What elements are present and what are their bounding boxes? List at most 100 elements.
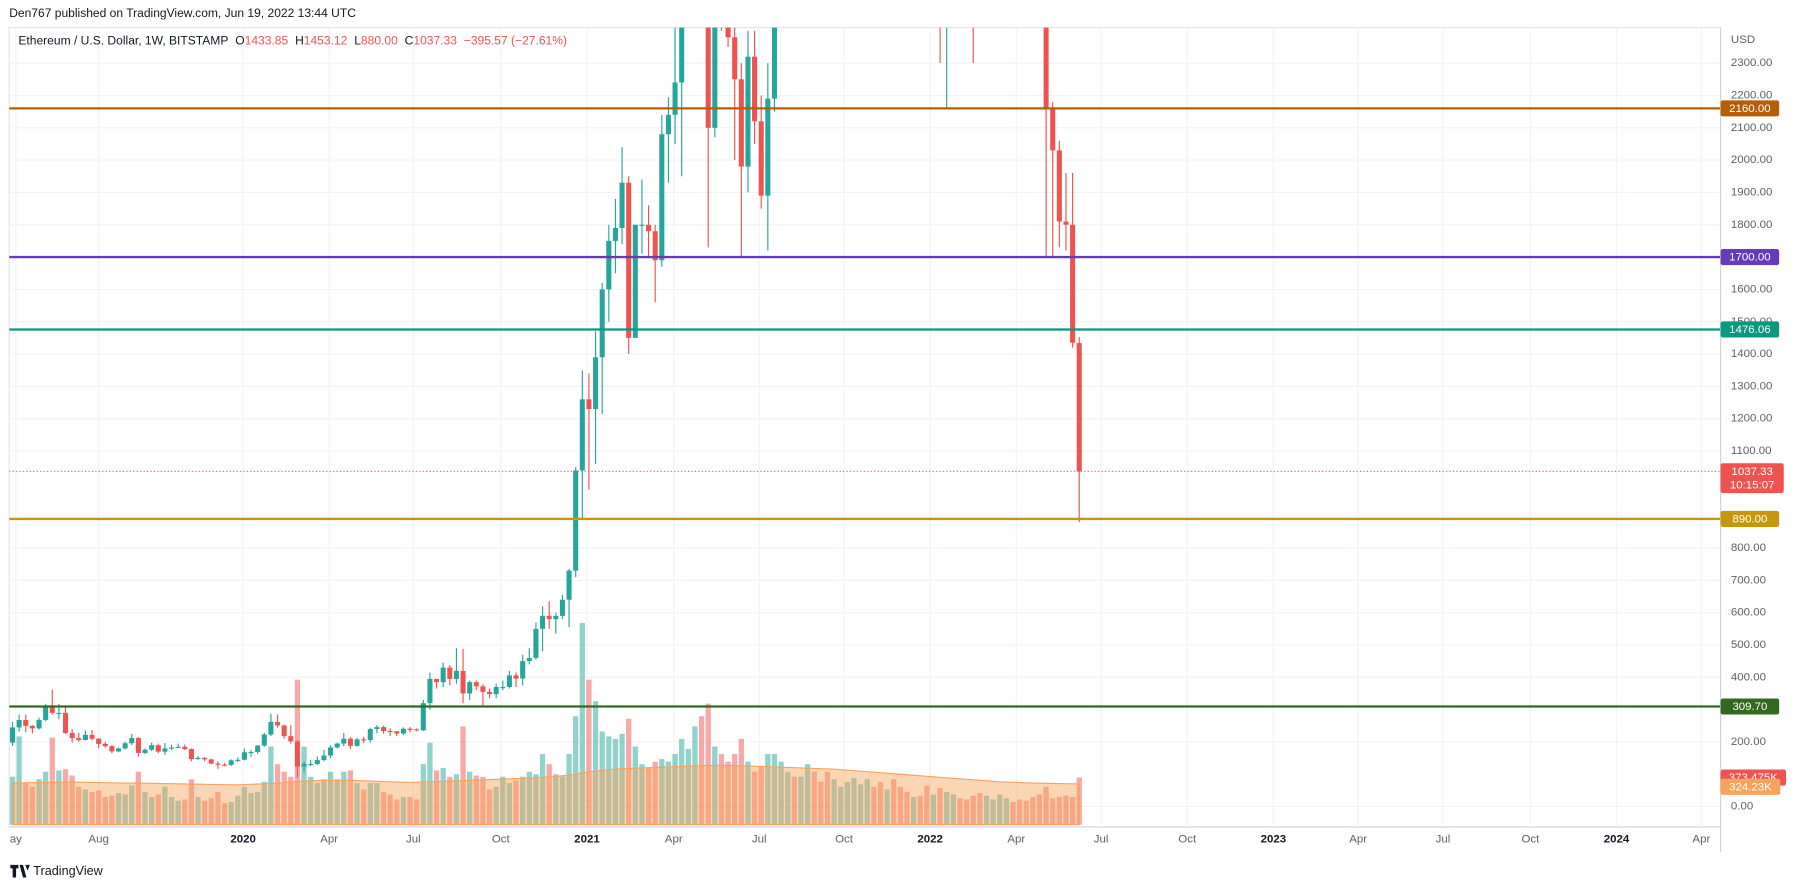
volume-bar [910, 796, 917, 825]
ohlc-value: 1453.12 [304, 34, 348, 48]
candle-body [347, 738, 353, 746]
volume-bar [745, 761, 751, 825]
symbol-title: Ethereum / U.S. Dollar, 1W, BITSTAMP [18, 34, 228, 48]
volume-bar [235, 795, 241, 825]
volume-bar [89, 791, 95, 825]
candle-body [202, 757, 208, 760]
volume-bar [804, 764, 811, 825]
volume-bar [195, 796, 201, 825]
y-tick-label: 2200.00 [1731, 89, 1772, 101]
volume-bar [725, 761, 731, 825]
ohlc-key: H [295, 34, 304, 48]
candle-body [559, 599, 565, 616]
volume-bar [632, 746, 638, 825]
level-label-box [1720, 100, 1780, 117]
volume-bar [82, 789, 89, 825]
candle-body [659, 134, 665, 261]
volume-bar [228, 801, 234, 825]
volume-bar [579, 622, 585, 825]
candle-body [36, 719, 42, 729]
volume-bar [599, 731, 605, 825]
volume-bar [738, 738, 744, 825]
legend: Ethereum / U.S. Dollar, 1W, BITSTAMP O143… [18, 34, 567, 48]
x-tick-label: Oct [835, 834, 854, 846]
candle-body [619, 182, 625, 228]
candle-body [162, 748, 168, 752]
volume-bar [957, 798, 963, 825]
candle-body [381, 727, 387, 731]
y-tick-label: 2300.00 [1731, 57, 1772, 69]
candle-body [639, 224, 645, 226]
volume-bar [612, 738, 619, 825]
candle-body [394, 731, 400, 734]
volume-bar [877, 781, 884, 825]
volume-bar [963, 799, 970, 825]
volume-bar [380, 791, 387, 825]
volume-bar [493, 786, 499, 825]
candle-body [135, 738, 141, 753]
volume-bar [824, 771, 831, 825]
volume-bar [175, 800, 181, 825]
candle-body [612, 227, 618, 241]
volume-bar [718, 754, 725, 825]
x-tick-label: Jul [1436, 834, 1451, 846]
ohlc-value: 1037.33 [413, 34, 457, 48]
y-tick-label: 1900.00 [1731, 186, 1772, 198]
last-price-box [1720, 463, 1784, 494]
volume-bar [811, 771, 817, 825]
volume-bar [387, 794, 393, 825]
volume-bar [255, 791, 261, 825]
y-tick-label: 800.00 [1731, 542, 1766, 554]
volume-bar [374, 783, 380, 825]
brand-name: TradingView [33, 864, 103, 878]
volume-bar [162, 786, 168, 825]
x-tick-label: Aug [88, 834, 108, 846]
candle-body [241, 752, 247, 760]
candle-body [102, 743, 108, 747]
x-tick-label: 2024 [1604, 834, 1630, 846]
volume-bar [202, 800, 208, 825]
candle-body [255, 745, 261, 752]
candle-body [752, 56, 758, 122]
candle-body [76, 738, 82, 741]
volume-bar [102, 796, 108, 825]
candle-body [652, 231, 658, 261]
published-note: Den767 published on TradingView.com, Jun… [9, 6, 356, 20]
volume-bar [844, 781, 850, 825]
volume-bar [539, 754, 546, 825]
candle-body [434, 678, 440, 683]
x-tick-label: Apr [1007, 834, 1025, 846]
candle-body [215, 763, 221, 765]
candle-body [354, 739, 360, 746]
volume-bar [553, 774, 559, 825]
volume-bar [685, 749, 691, 825]
candle-body [109, 746, 115, 752]
candle-body [43, 707, 49, 720]
volume-bar [241, 786, 248, 825]
volume-bar [884, 789, 890, 825]
candle-body [268, 721, 274, 735]
volume-bar [917, 795, 923, 825]
volume-bar [672, 754, 678, 825]
y-tick-label: 200.00 [1731, 736, 1766, 748]
volume-bar [327, 771, 334, 825]
x-tick-label: 2022 [917, 834, 943, 846]
volume-bar [983, 795, 990, 825]
y-tick-label: 1400.00 [1731, 348, 1772, 360]
last-price-label: 1037.33 [1731, 466, 1772, 478]
level-label-box [1720, 698, 1780, 715]
x-tick-label: Apr [1692, 834, 1710, 846]
volume-bar [559, 776, 566, 825]
x-tick-label: Oct [1522, 834, 1541, 846]
candle-body [188, 749, 194, 760]
candle-body [281, 725, 287, 737]
volume-bar [314, 783, 320, 825]
volume-bar [109, 795, 115, 825]
volume-bar [818, 781, 824, 825]
candle-body [480, 686, 486, 692]
volume-bar [281, 771, 287, 825]
x-tick-label: ay [10, 834, 22, 846]
volume-bar [765, 754, 771, 825]
candle-body [460, 670, 466, 694]
volume-bar [29, 786, 36, 825]
